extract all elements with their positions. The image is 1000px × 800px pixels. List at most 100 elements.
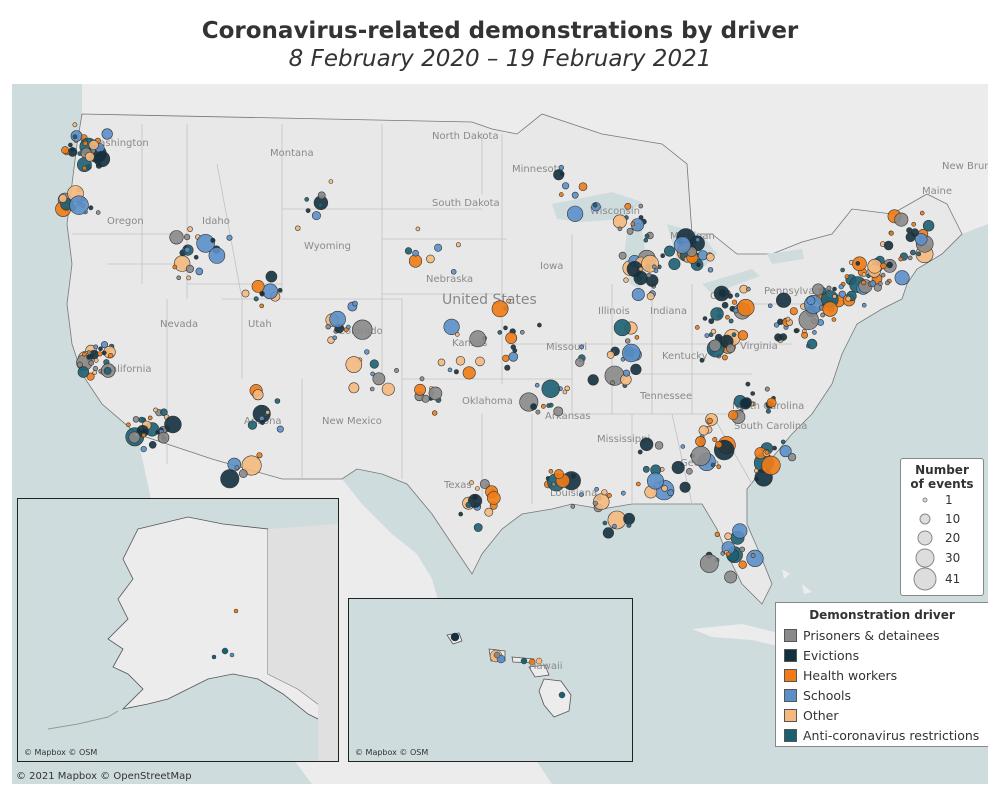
event-marker[interactable]	[861, 272, 867, 277]
event-marker[interactable]	[699, 357, 705, 363]
event-marker[interactable]	[541, 403, 546, 409]
event-marker[interactable]	[537, 322, 542, 328]
event-marker[interactable]	[780, 439, 786, 445]
event-marker[interactable]	[553, 469, 564, 480]
event-marker[interactable]	[883, 240, 894, 251]
event-marker[interactable]	[195, 267, 204, 276]
event-marker[interactable]	[508, 351, 519, 362]
event-marker[interactable]	[95, 210, 101, 215]
event-marker[interactable]	[277, 287, 283, 293]
event-marker[interactable]	[707, 267, 714, 273]
event-marker[interactable]	[141, 432, 146, 438]
event-marker[interactable]	[372, 372, 386, 386]
event-marker[interactable]	[450, 269, 457, 275]
event-marker[interactable]	[787, 453, 797, 462]
event-marker[interactable]	[578, 182, 588, 191]
event-marker[interactable]	[888, 230, 894, 236]
event-marker[interactable]	[739, 546, 746, 553]
event-marker[interactable]	[638, 203, 644, 209]
event-marker[interactable]	[241, 455, 262, 476]
event-marker[interactable]	[553, 169, 565, 181]
event-marker[interactable]	[772, 445, 777, 451]
event-marker[interactable]	[160, 408, 168, 417]
event-marker[interactable]	[630, 221, 636, 227]
event-marker[interactable]	[885, 280, 890, 286]
event-marker[interactable]	[443, 318, 460, 335]
event-marker[interactable]	[447, 367, 453, 373]
event-marker[interactable]	[317, 191, 326, 200]
event-marker[interactable]	[822, 301, 838, 317]
event-marker[interactable]	[251, 279, 265, 293]
event-marker[interactable]	[534, 382, 540, 388]
event-marker[interactable]	[317, 202, 324, 208]
event-marker[interactable]	[686, 467, 693, 475]
event-marker[interactable]	[612, 523, 617, 529]
event-marker[interactable]	[72, 122, 78, 128]
event-marker[interactable]	[869, 280, 877, 287]
event-marker[interactable]	[184, 234, 191, 241]
event-marker[interactable]	[128, 431, 141, 444]
event-marker[interactable]	[553, 406, 564, 417]
event-marker[interactable]	[894, 270, 910, 286]
event-marker[interactable]	[428, 386, 443, 401]
event-marker[interactable]	[624, 338, 631, 344]
event-marker[interactable]	[155, 429, 160, 435]
event-marker[interactable]	[484, 507, 494, 517]
event-marker[interactable]	[364, 349, 370, 355]
legend-item-evictions[interactable]: Evictions	[776, 645, 988, 665]
event-marker[interactable]	[345, 324, 351, 330]
event-marker[interactable]	[728, 410, 739, 421]
event-marker[interactable]	[767, 303, 773, 309]
event-marker[interactable]	[84, 151, 95, 162]
event-marker[interactable]	[469, 480, 474, 486]
event-marker[interactable]	[93, 150, 111, 168]
event-marker[interactable]	[67, 147, 78, 157]
event-marker[interactable]	[695, 436, 706, 447]
event-marker[interactable]	[408, 254, 423, 268]
event-marker[interactable]	[637, 449, 643, 455]
event-marker[interactable]	[58, 194, 68, 203]
event-marker[interactable]	[832, 286, 837, 292]
event-marker[interactable]	[304, 197, 310, 202]
event-marker[interactable]	[734, 292, 740, 298]
event-marker[interactable]	[82, 351, 87, 357]
event-marker[interactable]	[826, 285, 832, 291]
event-marker[interactable]	[101, 350, 107, 356]
event-marker[interactable]	[467, 493, 482, 508]
event-marker[interactable]	[148, 440, 157, 449]
event-marker[interactable]	[622, 369, 630, 377]
legend-item-prisoners[interactable]: Prisoners & detainees	[776, 625, 988, 645]
event-marker[interactable]	[311, 211, 321, 221]
event-marker[interactable]	[93, 344, 99, 350]
event-marker[interactable]	[732, 308, 739, 314]
event-marker[interactable]	[631, 288, 645, 302]
event-marker[interactable]	[82, 140, 88, 147]
event-marker[interactable]	[575, 357, 585, 367]
event-marker[interactable]	[623, 277, 629, 283]
event-marker[interactable]	[132, 416, 140, 423]
event-marker[interactable]	[880, 262, 887, 270]
event-marker[interactable]	[210, 237, 216, 243]
event-marker[interactable]	[434, 243, 443, 252]
event-marker[interactable]	[750, 391, 756, 396]
event-marker[interactable]	[894, 212, 909, 227]
event-marker[interactable]	[806, 338, 818, 350]
event-marker[interactable]	[475, 356, 485, 367]
event-marker[interactable]	[667, 489, 675, 497]
event-marker[interactable]	[774, 333, 783, 342]
event-marker[interactable]	[766, 397, 777, 408]
event-marker[interactable]	[806, 296, 816, 306]
event-marker[interactable]	[607, 510, 627, 530]
event-marker[interactable]	[472, 494, 479, 501]
event-marker[interactable]	[97, 351, 103, 357]
event-marker[interactable]	[765, 408, 771, 414]
event-marker[interactable]	[348, 382, 360, 394]
event-marker[interactable]	[61, 146, 69, 155]
event-marker[interactable]	[77, 366, 90, 378]
legend-item-health-workers[interactable]: Health workers	[776, 665, 988, 685]
event-marker[interactable]	[68, 142, 73, 148]
event-marker[interactable]	[728, 318, 734, 324]
event-marker[interactable]	[878, 281, 883, 286]
event-marker[interactable]	[710, 462, 716, 468]
alaska-inset[interactable]: © Mapbox © OSM	[17, 498, 339, 762]
